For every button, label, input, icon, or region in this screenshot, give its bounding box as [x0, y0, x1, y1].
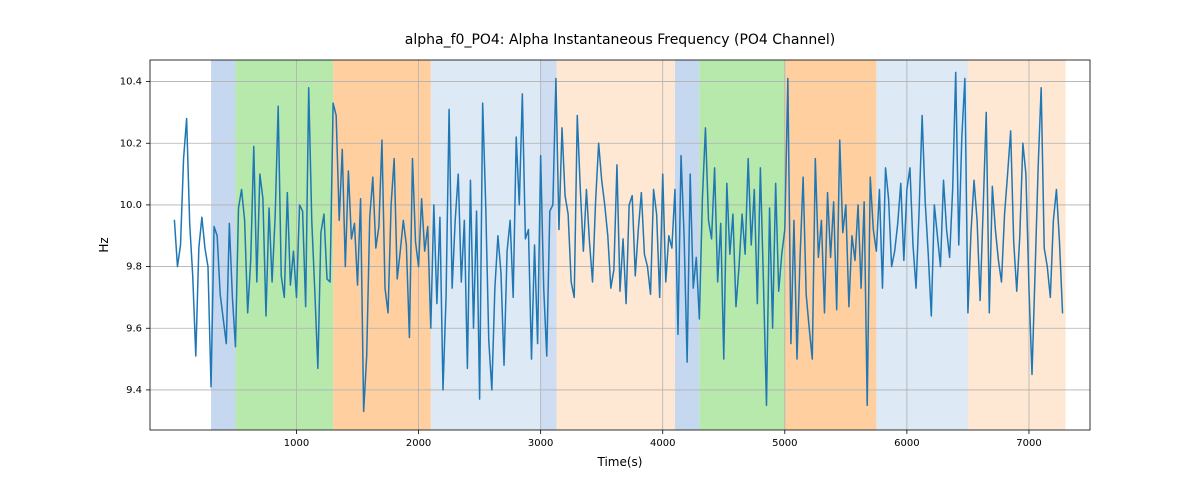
x-tick-label: 5000 — [772, 438, 797, 449]
x-tick-label: 6000 — [894, 438, 919, 449]
x-tick-label: 1000 — [284, 438, 309, 449]
span-0 — [211, 60, 235, 430]
y-axis-label: Hz — [97, 237, 111, 252]
x-axis-label: Time(s) — [597, 455, 643, 469]
chart-container: 1000 2000 3000 4000 5000 6000 7000 9.4 9.6 9.8 10.… — [0, 0, 1200, 500]
x-tick-label: 7000 — [1016, 438, 1041, 449]
y-tick-label: 9.6 — [126, 323, 142, 334]
span-7 — [699, 60, 784, 430]
span-6 — [675, 60, 699, 430]
spans-group — [211, 60, 1066, 430]
x-tick-label: 2000 — [406, 438, 431, 449]
y-tick-label: 9.8 — [126, 262, 142, 273]
span-1 — [235, 60, 333, 430]
x-tick-label: 3000 — [528, 438, 553, 449]
y-tick-label: 10.4 — [120, 77, 142, 88]
y-tick-label: 10.2 — [120, 138, 142, 149]
y-tick-label: 10.0 — [120, 200, 142, 211]
chart-title: alpha_f0_PO4: Alpha Instantaneous Freque… — [405, 32, 835, 48]
x-tick-label: 4000 — [650, 438, 675, 449]
line-chart-svg: 1000 2000 3000 4000 5000 6000 7000 9.4 9.6 9.8 10.… — [0, 0, 1200, 500]
y-tick-label: 9.4 — [126, 385, 142, 396]
